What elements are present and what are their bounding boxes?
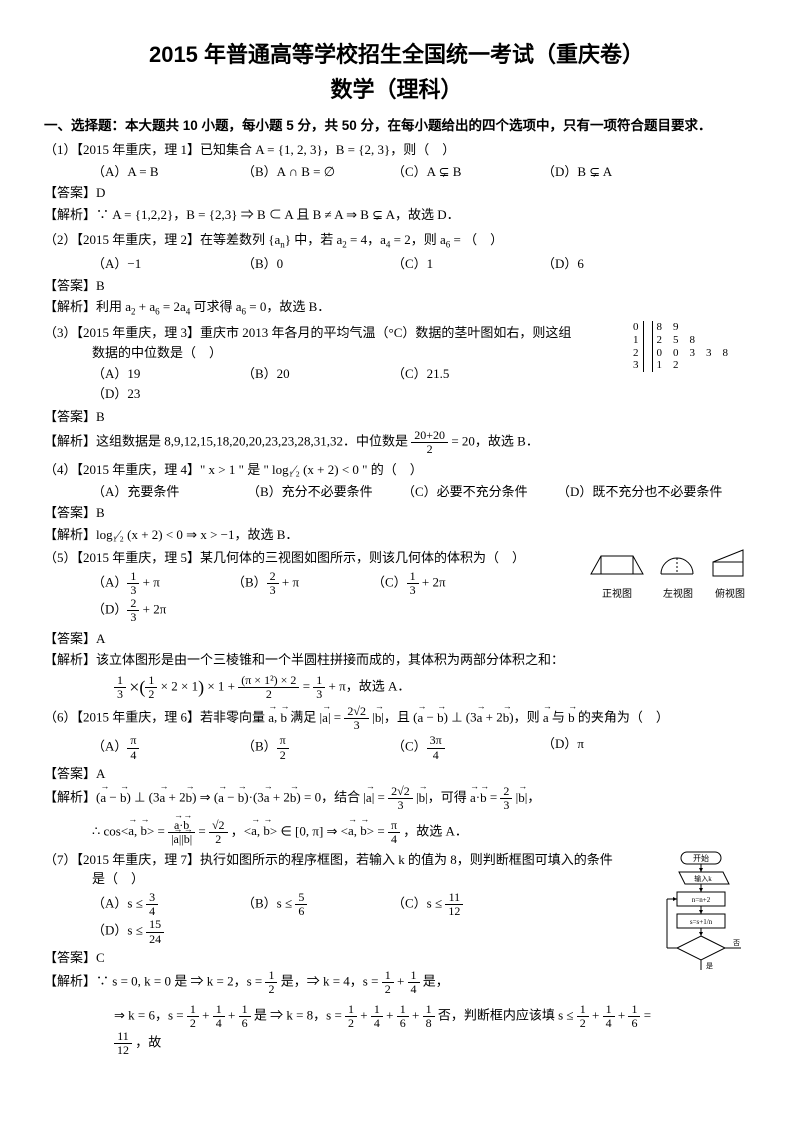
q7-solution: 【解析】∵ s = 0, k = 0 是 ⇒ k = 2，s = 12 是，⇒ …: [44, 969, 653, 996]
q1-solution: 【解析】∵ A = {1,2,2}，B = {2,3} ⇒ B ⊂ A 且 B …: [44, 205, 749, 225]
q6-optD: （D）π: [542, 734, 692, 761]
svg-text:s=s+1/n: s=s+1/n: [690, 918, 713, 926]
q7-optD: （D）s ≤ 1524: [92, 918, 242, 945]
q6-optB: （B）π2: [242, 734, 392, 761]
q5: （5）【2015 年重庆，理 5】某几何体的三视图如图所示，则该几何体的体积为（…: [44, 548, 749, 626]
q1-stem: （1）【2015 年重庆，理 1】已知集合 A = {1, 2, 3}，B = …: [44, 140, 749, 160]
sl-stem-3: 3: [629, 359, 643, 372]
sl-stem-0: 0: [629, 321, 643, 334]
sl-leaf-0: 8 9: [652, 321, 732, 334]
flowchart: 开始 输入k n=n+2 s=s+1/n 否 是: [659, 850, 749, 1006]
q3-solution: 【解析】这组数据是 8,9,12,15,18,20,20,23,23,28,31…: [44, 429, 749, 456]
sl-leaf-3: 1 2: [652, 359, 732, 372]
q2-stem: （2）【2015 年重庆，理 2】在等差数列 {an} 中，若 a2 = 4，a…: [44, 230, 749, 252]
q1: （1）【2015 年重庆，理 1】已知集合 A = {1, 2, 3}，B = …: [44, 140, 749, 181]
q7-stem-line2: 是（ ）: [92, 869, 653, 889]
q3-optB: （B）20: [242, 364, 392, 384]
q6-solution-line2: ∴ cos<a, b> = a·b|a||b| = √22 ，<a, b> ∈ …: [92, 819, 749, 846]
q3-stem-line1: （3）【2015 年重庆，理 3】重庆市 2013 年各月的平均气温（°C）数据…: [44, 323, 623, 343]
title-line1: 2015 年普通高等学校招生全国统一考试（重庆卷）: [44, 38, 749, 71]
q6-stem: （6）【2015 年重庆，理 6】若非零向量 a, b 满足 |a| = 2√2…: [44, 705, 749, 732]
q3-median-frac: 20+202: [411, 429, 448, 456]
q5-optC: （C）13 + 2π: [372, 570, 512, 597]
q2-optA: （A）−1: [92, 254, 242, 274]
q4: （4）【2015 年重庆，理 4】" x > 1 " 是 " log₁⁄₂ (x…: [44, 460, 749, 501]
q1-optD: （D）B ⊊ A: [542, 162, 692, 182]
q4-optB: （B）充分不必要条件: [247, 482, 402, 502]
section-heading: 一、选择题：本大题共 10 小题，每小题 5 分，共 50 分，在每小题给出的四…: [44, 116, 749, 136]
q4-answer: 【答案】B: [44, 503, 749, 523]
q7-optC: （C）s ≤ 1112: [392, 891, 542, 918]
q6-optA: （A）π4: [92, 734, 242, 761]
sl-stem-1: 1: [629, 334, 643, 347]
front-view: 正视图: [589, 552, 645, 602]
q1-optC: （C）A ⊊ B: [392, 162, 542, 182]
q5-stem: （5）【2015 年重庆，理 5】某几何体的三视图如图所示，则该几何体的体积为（…: [44, 548, 583, 568]
q1-optB: （B）A ∩ B = ∅: [242, 162, 392, 182]
q7-optB: （B）s ≤ 56: [242, 891, 392, 918]
q4-optD: （D）既不充分也不必要条件: [557, 482, 737, 502]
title-line2: 数学（理科）: [44, 73, 749, 106]
exam-page: 2015 年普通高等学校招生全国统一考试（重庆卷） 数学（理科） 一、选择题：本…: [0, 0, 793, 1077]
sl-leaf-1: 2 5 8: [652, 334, 732, 347]
q4-stem: （4）【2015 年重庆，理 4】" x > 1 " 是 " log₁⁄₂ (x…: [44, 460, 749, 480]
q3-optC: （C）21.5: [392, 364, 542, 384]
q7: （7）【2015 年重庆，理 7】执行如图所示的程序框图，若输入 k 的值为 8…: [44, 850, 749, 1057]
q1-optA: （A）A = B: [92, 162, 242, 182]
three-views: 正视图 左视图 俯视图: [589, 548, 749, 602]
q3-optA: （A）19: [92, 364, 242, 384]
q3-stem-line2: 数据的中位数是（ ）: [92, 343, 623, 363]
q4-solution: 【解析】log₁⁄₂ (x + 2) < 0 ⇒ x > −1，故选 B．: [44, 525, 749, 545]
q3-optD: （D）23: [92, 384, 242, 404]
q2-solution: 【解析】利用 a2 + a6 = 2a4 可求得 a6 = 0，故选 B．: [44, 297, 749, 319]
q2-optC: （C）1: [392, 254, 542, 274]
q5-optB: （B）23 + π: [232, 570, 372, 597]
q7-optA: （A）s ≤ 34: [92, 891, 242, 918]
q1-answer: 【答案】D: [44, 183, 749, 203]
q2-answer: 【答案】B: [44, 276, 749, 296]
stem-leaf-plot: 0 8 9 1 2 5 8 2 0 0 3 3 8 3 1 2: [629, 321, 749, 372]
q2: （2）【2015 年重庆，理 2】在等差数列 {an} 中，若 a2 = 4，a…: [44, 230, 749, 274]
q2-optD: （D）6: [542, 254, 692, 274]
svg-text:否: 否: [733, 939, 740, 947]
q4-optA: （A）充要条件: [92, 482, 247, 502]
q7-stem-line1: （7）【2015 年重庆，理 7】执行如图所示的程序框图，若输入 k 的值为 8…: [44, 850, 653, 870]
q3: （3）【2015 年重庆，理 3】重庆市 2013 年各月的平均气温（°C）数据…: [44, 323, 749, 405]
q5-optD: （D）23 + 2π: [92, 597, 232, 624]
q5-optA: （A）13 + π: [92, 570, 232, 597]
sl-leaf-2: 0 0 3 3 8: [652, 347, 732, 360]
top-view: 俯视图: [711, 548, 749, 602]
svg-text:输入k: 输入k: [694, 874, 712, 883]
q7-solution-line2: ⇒ k = 6，s = 12 + 14 + 16 是 ⇒ k = 8，s = 1…: [114, 1003, 653, 1058]
q5-answer: 【答案】A: [44, 629, 749, 649]
q6-solution: 【解析】(a − b) ⊥ (3a + 2b) ⇒ (a − b)·(3a + …: [44, 785, 749, 812]
sl-stem-2: 2: [629, 347, 643, 360]
q6: （6）【2015 年重庆，理 6】若非零向量 a, b 满足 |a| = 2√2…: [44, 705, 749, 762]
q4-optC: （C）必要不充分条件: [402, 482, 557, 502]
side-view: 左视图: [659, 552, 697, 602]
q3-answer: 【答案】B: [44, 407, 749, 427]
q6-optC: （C）3π4: [392, 734, 542, 761]
q6-answer: 【答案】A: [44, 764, 749, 784]
svg-text:n=n+2: n=n+2: [692, 896, 711, 904]
q5-expr: 13 ×(12 × 2 × 1) × 1 + (π × 1²) × 22 = 1…: [114, 674, 749, 701]
q7-answer: 【答案】C: [44, 948, 653, 968]
q2-optB: （B）0: [242, 254, 392, 274]
fc-start: 开始: [693, 853, 709, 863]
q5-solution: 【解析】该立体图形是由一个三棱锥和一个半圆柱拼接而成的，其体积为两部分体积之和：: [44, 650, 749, 670]
svg-text:是: 是: [706, 962, 713, 970]
